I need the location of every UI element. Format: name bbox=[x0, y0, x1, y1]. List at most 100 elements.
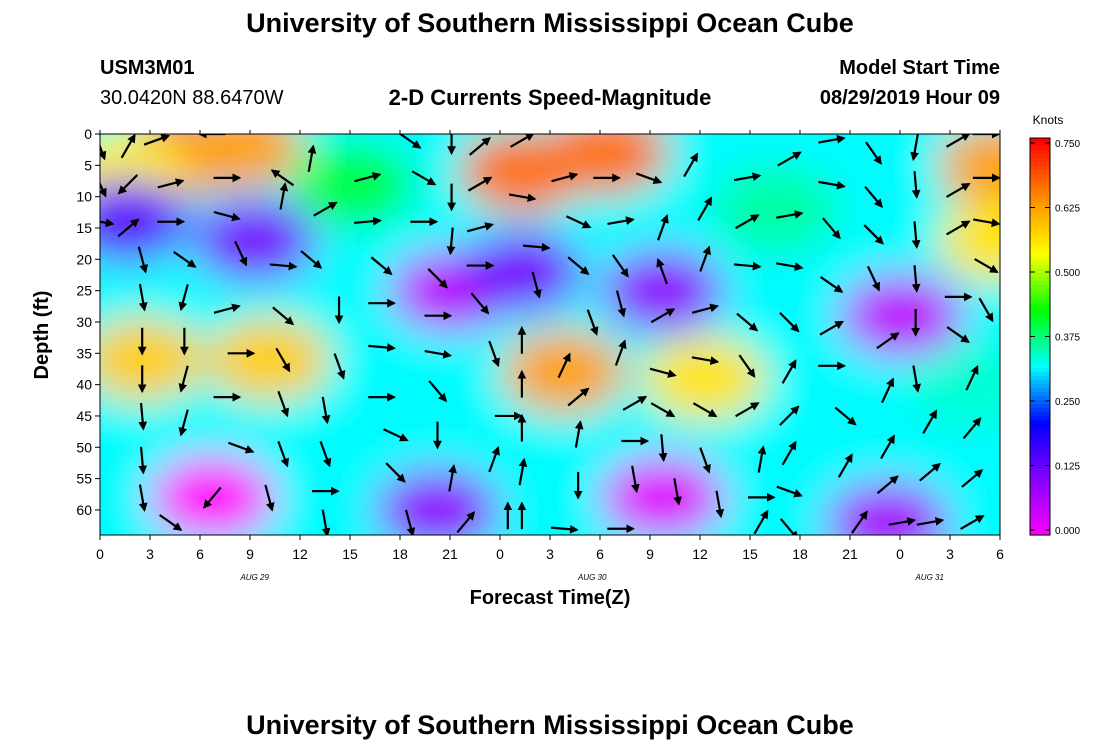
current-vector bbox=[467, 176, 493, 192]
current-vector bbox=[307, 144, 317, 173]
current-vector bbox=[865, 141, 882, 165]
date-label: AUG 29 bbox=[239, 573, 269, 582]
date-label: AUG 30 bbox=[577, 573, 607, 582]
current-vector bbox=[470, 292, 490, 315]
current-vector bbox=[551, 172, 579, 183]
current-vector bbox=[551, 524, 579, 534]
current-vector bbox=[738, 354, 756, 378]
colorbar-units: Knots bbox=[1033, 113, 1064, 127]
current-vector bbox=[466, 222, 494, 233]
y-axis-label: Depth (ft) bbox=[31, 291, 53, 380]
speed-cell bbox=[375, 467, 500, 535]
current-vector bbox=[753, 509, 769, 535]
x-tick-label: 12 bbox=[292, 546, 308, 562]
current-vector bbox=[565, 215, 592, 229]
colorbar-tick-label: 0.500 bbox=[1055, 268, 1080, 279]
current-vector bbox=[691, 303, 719, 314]
x-tick-label: 3 bbox=[546, 546, 554, 562]
x-tick-label: 3 bbox=[946, 546, 954, 562]
x-tick-label: 0 bbox=[896, 546, 904, 562]
current-vector bbox=[567, 256, 590, 276]
current-vector bbox=[488, 340, 500, 368]
current-vector bbox=[404, 509, 416, 535]
x-tick-label: 12 bbox=[692, 546, 708, 562]
current-vector bbox=[368, 343, 396, 352]
current-vector bbox=[117, 218, 140, 238]
current-vector bbox=[911, 221, 921, 249]
current-vector bbox=[911, 265, 921, 293]
x-tick-label: 6 bbox=[196, 546, 204, 562]
colorbar-tick-label: 0.125 bbox=[1055, 462, 1080, 473]
x-tick-label: 21 bbox=[442, 546, 458, 562]
current-vector bbox=[313, 201, 338, 217]
speed-cell bbox=[150, 455, 275, 535]
speed-cell bbox=[938, 134, 1000, 208]
station-location: 30.0420N 88.6470W bbox=[100, 87, 284, 109]
x-tick-label: 0 bbox=[96, 546, 104, 562]
current-vector bbox=[876, 332, 900, 350]
current-vector bbox=[269, 261, 298, 271]
current-vector bbox=[173, 250, 197, 268]
date-label: AUG 31 bbox=[914, 573, 943, 582]
current-vector bbox=[649, 367, 677, 378]
current-vector bbox=[611, 254, 629, 278]
speed-cell bbox=[502, 330, 627, 415]
current-vector bbox=[866, 265, 880, 292]
current-vector bbox=[776, 210, 804, 219]
speed-cell bbox=[178, 134, 303, 189]
current-vector bbox=[137, 246, 148, 274]
current-vector bbox=[178, 365, 189, 393]
speed-cell bbox=[642, 336, 767, 421]
x-tick-label: 3 bbox=[146, 546, 154, 562]
current-vector bbox=[354, 216, 382, 226]
current-vector bbox=[615, 290, 627, 318]
current-vector bbox=[614, 339, 627, 366]
current-vector bbox=[735, 214, 760, 230]
current-vector bbox=[411, 170, 437, 186]
current-vector bbox=[736, 312, 759, 332]
current-vector bbox=[531, 271, 542, 299]
y-tick-label: 10 bbox=[76, 189, 92, 205]
y-tick-label: 40 bbox=[76, 377, 92, 393]
current-vector bbox=[469, 137, 491, 156]
current-vector bbox=[100, 181, 107, 198]
current-vector bbox=[912, 365, 921, 393]
current-vector bbox=[234, 240, 248, 267]
current-vector bbox=[919, 462, 941, 482]
current-vector bbox=[120, 134, 136, 159]
y-tick-label: 5 bbox=[84, 157, 92, 173]
current-vector bbox=[822, 217, 841, 240]
current-vector bbox=[781, 359, 797, 384]
colorbar-tick-label: 0.625 bbox=[1055, 204, 1080, 215]
current-vector bbox=[776, 262, 804, 271]
current-vector bbox=[880, 434, 895, 460]
current-vector bbox=[658, 434, 668, 462]
x-tick-label: 6 bbox=[996, 546, 1004, 562]
current-vector bbox=[138, 484, 148, 512]
y-tick-label: 60 bbox=[76, 502, 92, 518]
x-tick-label: 18 bbox=[392, 546, 408, 562]
chart-title-top: University of Southern Mississippi Ocean… bbox=[246, 8, 854, 38]
current-vector bbox=[333, 353, 346, 380]
current-vector bbox=[138, 402, 148, 431]
current-vector bbox=[522, 242, 551, 252]
current-vector bbox=[567, 387, 590, 407]
current-vector bbox=[270, 169, 295, 187]
current-vector bbox=[657, 214, 669, 241]
current-vector bbox=[962, 417, 982, 440]
current-vector bbox=[656, 257, 668, 285]
current-vector bbox=[818, 134, 846, 144]
y-tick-label: 20 bbox=[76, 251, 92, 267]
current-vector bbox=[275, 347, 291, 373]
current-vector bbox=[733, 261, 762, 271]
y-tick-label: 50 bbox=[76, 439, 92, 455]
current-vector bbox=[138, 446, 148, 475]
current-vector bbox=[138, 283, 148, 312]
speed-cell bbox=[459, 229, 584, 314]
current-vector bbox=[385, 462, 406, 483]
colorbar-tick-label: 0.000 bbox=[1055, 526, 1080, 537]
speed-cell bbox=[938, 198, 1000, 283]
speed-cell bbox=[825, 480, 950, 535]
current-vector bbox=[424, 349, 453, 359]
